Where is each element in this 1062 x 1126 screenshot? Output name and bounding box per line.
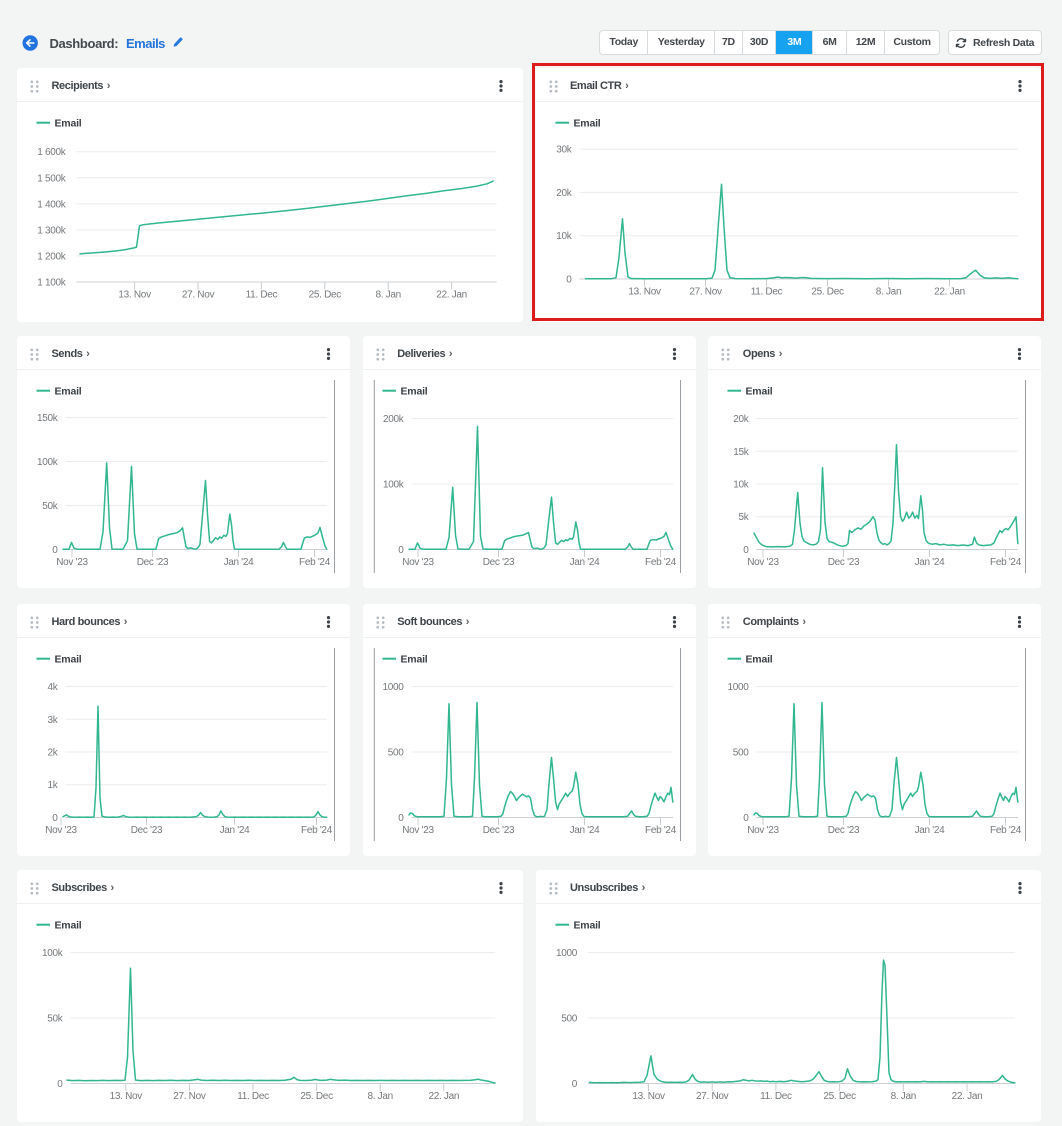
svg-text:Email: Email bbox=[573, 920, 600, 932]
svg-text:Dec '23: Dec '23 bbox=[131, 825, 163, 836]
svg-text:25. Dec: 25. Dec bbox=[823, 1091, 856, 1102]
svg-text:Dec '23: Dec '23 bbox=[137, 557, 169, 568]
svg-text:22. Jan: 22. Jan bbox=[934, 287, 965, 298]
svg-text:Jan '24: Jan '24 bbox=[915, 557, 946, 568]
svg-text:25. Dec: 25. Dec bbox=[811, 287, 844, 298]
svg-text:Dec '23: Dec '23 bbox=[828, 825, 860, 836]
svg-text:0: 0 bbox=[566, 275, 572, 286]
svg-text:4k: 4k bbox=[48, 682, 59, 693]
svg-text:1000: 1000 bbox=[555, 948, 577, 959]
svg-text:Feb '24: Feb '24 bbox=[645, 557, 677, 568]
svg-text:13. Nov: 13. Nov bbox=[118, 290, 151, 301]
svg-text:8. Jan: 8. Jan bbox=[375, 290, 400, 301]
svg-text:500: 500 bbox=[387, 748, 404, 759]
svg-text:27. Nov: 27. Nov bbox=[173, 1091, 206, 1102]
svg-text:Jan '24: Jan '24 bbox=[224, 557, 255, 568]
svg-text:0: 0 bbox=[571, 1079, 577, 1090]
svg-text:15k: 15k bbox=[734, 447, 751, 458]
svg-text:Nov '23: Nov '23 bbox=[748, 557, 780, 568]
svg-text:1 200k: 1 200k bbox=[37, 251, 67, 262]
svg-text:30k: 30k bbox=[556, 145, 573, 156]
svg-text:1k: 1k bbox=[48, 780, 59, 791]
svg-text:Dec '23: Dec '23 bbox=[828, 557, 860, 568]
svg-text:50k: 50k bbox=[42, 501, 59, 512]
svg-text:Email: Email bbox=[55, 386, 82, 398]
svg-text:0: 0 bbox=[744, 545, 750, 556]
svg-text:8. Jan: 8. Jan bbox=[875, 287, 900, 298]
svg-text:10k: 10k bbox=[556, 231, 573, 242]
svg-text:100k: 100k bbox=[37, 457, 59, 468]
svg-text:Email: Email bbox=[746, 654, 773, 666]
svg-text:0: 0 bbox=[52, 813, 58, 824]
svg-text:Email: Email bbox=[55, 920, 82, 932]
svg-text:22. Jan: 22. Jan bbox=[428, 1091, 459, 1102]
svg-text:100k: 100k bbox=[383, 480, 405, 491]
svg-text:Jan '24: Jan '24 bbox=[569, 825, 600, 836]
svg-text:Jan '24: Jan '24 bbox=[915, 825, 946, 836]
svg-text:8. Jan: 8. Jan bbox=[890, 1091, 915, 1102]
svg-text:27. Nov: 27. Nov bbox=[696, 1091, 729, 1102]
svg-text:1 500k: 1 500k bbox=[37, 173, 67, 184]
svg-text:Email: Email bbox=[55, 654, 82, 666]
svg-text:11. Dec: 11. Dec bbox=[237, 1091, 269, 1102]
svg-text:5k: 5k bbox=[739, 512, 750, 523]
svg-text:0: 0 bbox=[398, 813, 404, 824]
svg-text:1 400k: 1 400k bbox=[37, 199, 67, 210]
svg-text:1 300k: 1 300k bbox=[37, 225, 67, 236]
svg-text:0: 0 bbox=[52, 545, 58, 556]
svg-text:1 100k: 1 100k bbox=[37, 278, 67, 289]
svg-text:25. Dec: 25. Dec bbox=[300, 1091, 333, 1102]
svg-text:0: 0 bbox=[398, 545, 404, 556]
svg-text:13. Nov: 13. Nov bbox=[632, 1091, 665, 1102]
svg-text:Nov '23: Nov '23 bbox=[748, 825, 780, 836]
svg-text:Nov '23: Nov '23 bbox=[56, 557, 88, 568]
svg-text:Nov '23: Nov '23 bbox=[45, 825, 77, 836]
svg-text:150k: 150k bbox=[37, 413, 59, 424]
svg-text:0: 0 bbox=[57, 1079, 63, 1090]
svg-text:100k: 100k bbox=[42, 948, 64, 959]
svg-text:Email: Email bbox=[746, 386, 773, 398]
svg-text:13. Nov: 13. Nov bbox=[110, 1091, 143, 1102]
svg-text:Jan '24: Jan '24 bbox=[569, 557, 600, 568]
svg-text:500: 500 bbox=[561, 1014, 578, 1025]
svg-text:27. Nov: 27. Nov bbox=[689, 287, 722, 298]
svg-text:Feb '24: Feb '24 bbox=[990, 825, 1022, 836]
svg-text:3k: 3k bbox=[48, 715, 59, 726]
svg-text:11. Dec: 11. Dec bbox=[750, 287, 782, 298]
svg-text:8. Jan: 8. Jan bbox=[367, 1091, 392, 1102]
svg-text:22. Jan: 22. Jan bbox=[436, 290, 467, 301]
svg-text:1000: 1000 bbox=[382, 682, 404, 693]
svg-text:Nov '23: Nov '23 bbox=[402, 557, 434, 568]
svg-text:Nov '23: Nov '23 bbox=[402, 825, 434, 836]
svg-text:27. Nov: 27. Nov bbox=[182, 290, 215, 301]
svg-text:Feb '24: Feb '24 bbox=[990, 557, 1022, 568]
svg-text:Email: Email bbox=[573, 118, 600, 130]
svg-text:200k: 200k bbox=[383, 414, 405, 425]
svg-text:Feb '24: Feb '24 bbox=[299, 557, 331, 568]
svg-text:11. Dec: 11. Dec bbox=[760, 1091, 792, 1102]
svg-text:Dec '23: Dec '23 bbox=[482, 825, 514, 836]
svg-text:13. Nov: 13. Nov bbox=[628, 287, 661, 298]
svg-text:1000: 1000 bbox=[728, 682, 750, 693]
svg-text:Feb '24: Feb '24 bbox=[645, 825, 677, 836]
svg-text:Email: Email bbox=[55, 118, 82, 130]
svg-text:Dec '23: Dec '23 bbox=[482, 557, 514, 568]
svg-text:Email: Email bbox=[400, 386, 427, 398]
svg-text:0: 0 bbox=[744, 813, 750, 824]
svg-text:25. Dec: 25. Dec bbox=[309, 290, 342, 301]
svg-text:500: 500 bbox=[733, 748, 750, 759]
svg-text:20k: 20k bbox=[556, 188, 573, 199]
svg-text:11. Dec: 11. Dec bbox=[246, 290, 278, 301]
svg-text:Email: Email bbox=[400, 654, 427, 666]
svg-text:10k: 10k bbox=[734, 480, 751, 491]
svg-text:2k: 2k bbox=[48, 748, 59, 759]
svg-text:22. Jan: 22. Jan bbox=[951, 1091, 982, 1102]
svg-text:20k: 20k bbox=[734, 414, 751, 425]
svg-text:Jan '24: Jan '24 bbox=[220, 825, 251, 836]
svg-text:1 600k: 1 600k bbox=[37, 147, 67, 158]
svg-text:Feb '24: Feb '24 bbox=[301, 825, 333, 836]
svg-text:50k: 50k bbox=[47, 1014, 64, 1025]
